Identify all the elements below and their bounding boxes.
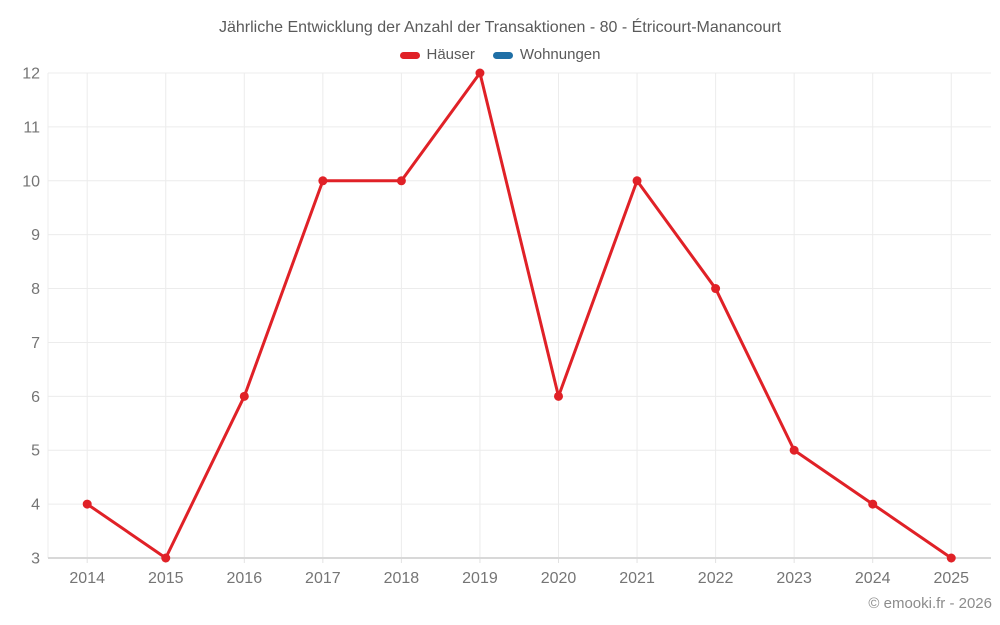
x-tick-label: 2024 bbox=[855, 570, 891, 587]
data-point-2023[interactable] bbox=[789, 445, 799, 455]
legend-label: Häuser bbox=[426, 46, 475, 63]
x-tick-label: 2019 bbox=[462, 570, 498, 587]
data-point-2022[interactable] bbox=[711, 284, 721, 294]
data-point-2019[interactable] bbox=[475, 68, 485, 78]
x-tick-label: 2020 bbox=[541, 570, 577, 587]
series-line-hauser bbox=[85, 71, 953, 560]
data-point-2014[interactable] bbox=[82, 499, 92, 509]
legend-swatch-hauser bbox=[399, 51, 420, 59]
data-point-2024[interactable] bbox=[868, 499, 878, 509]
data-point-2015[interactable] bbox=[161, 553, 171, 563]
data-point-2017[interactable] bbox=[318, 176, 328, 186]
y-tick-label: 3 bbox=[31, 551, 40, 568]
data-point-2021[interactable] bbox=[632, 176, 642, 186]
copyright-label: © emooki.fr - 2026 bbox=[868, 595, 992, 612]
y-tick-label: 6 bbox=[31, 389, 40, 406]
data-point-2016[interactable] bbox=[239, 391, 249, 401]
y-tick-label: 11 bbox=[23, 119, 40, 136]
legend-item-hauser[interactable]: Häuser bbox=[399, 46, 475, 64]
y-tick-label: 9 bbox=[31, 227, 40, 244]
x-tick-label: 2015 bbox=[148, 570, 184, 587]
y-tick-label: 8 bbox=[31, 281, 40, 298]
legend-label: Wohnungen bbox=[519, 46, 601, 63]
y-tick-label: 5 bbox=[31, 443, 40, 460]
legend-swatch-wohnungen bbox=[492, 51, 513, 59]
x-tick-label: 2021 bbox=[619, 570, 655, 587]
x-tick-label: 2023 bbox=[776, 570, 812, 587]
y-tick-label: 10 bbox=[22, 173, 40, 190]
data-point-2018[interactable] bbox=[396, 176, 406, 186]
chart-legend: Häuser Wohnungen bbox=[0, 46, 1000, 64]
x-tick-label: 2017 bbox=[305, 570, 341, 587]
x-tick-label: 2018 bbox=[384, 570, 420, 587]
chart-title: Jährliche Entwicklung der Anzahl der Tra… bbox=[218, 19, 782, 36]
y-tick-label: 12 bbox=[22, 66, 40, 83]
y-tick-label: 4 bbox=[31, 497, 40, 514]
x-tick-label: 2014 bbox=[69, 570, 105, 587]
data-point-2025[interactable] bbox=[946, 553, 956, 563]
x-tick-label: 2025 bbox=[933, 570, 969, 587]
legend-item-wohnungen[interactable]: Wohnungen bbox=[492, 46, 601, 64]
x-tick-label: 2022 bbox=[698, 570, 734, 587]
x-tick-label: 2016 bbox=[227, 570, 263, 587]
data-point-2020[interactable] bbox=[554, 391, 563, 401]
y-tick-label: 7 bbox=[31, 335, 40, 352]
